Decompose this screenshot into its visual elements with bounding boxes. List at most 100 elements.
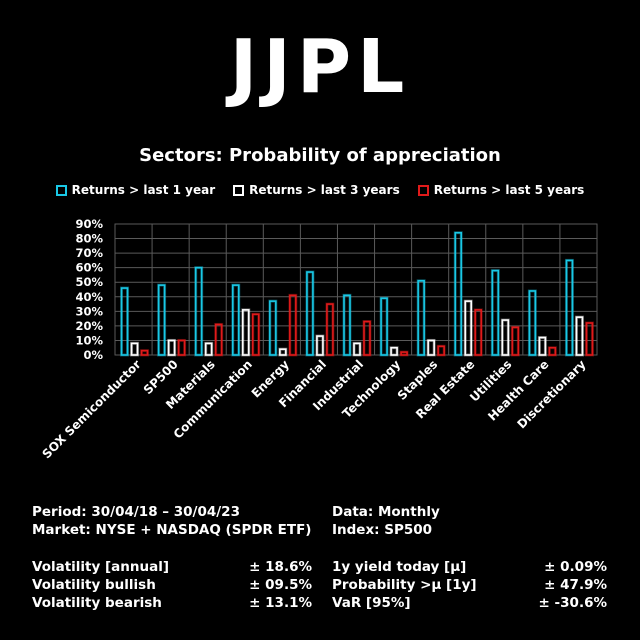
bar-5y-glow: [251, 312, 261, 357]
y-tick-label: 10%: [75, 333, 103, 347]
stat-row-left: Volatility [annual] ± 18.6%: [32, 559, 312, 575]
bar-5y: [289, 294, 297, 356]
y-tick-label: 30%: [75, 304, 103, 318]
bar-3y-glow: [500, 318, 510, 357]
stat-value: ± 47.9%: [544, 577, 607, 593]
bar-1y-glow: [342, 293, 352, 357]
legend-item-5y: Returns > last 5 years: [417, 182, 585, 198]
stat-label: Volatility bullish: [32, 577, 156, 593]
bar-5y: [177, 339, 186, 356]
bar-3y: [427, 339, 435, 356]
x-tick-label: SOX Semiconductor: [40, 357, 144, 461]
legend-label-1y: Returns > last 1 year: [71, 183, 216, 197]
stat-row-right: VaR [95%] ± -30.6%: [332, 595, 607, 611]
bar-5y: [437, 345, 445, 356]
bar-1y: [491, 269, 500, 356]
bar-5y: [585, 322, 594, 356]
bar-5y: [363, 320, 371, 356]
stat-label: 1y yield today [μ]: [332, 559, 467, 575]
bar-1y-glow: [453, 231, 463, 357]
bar-chart: 0%10%20%30%40%50%60%70%80%90% SOX Semicon…: [40, 217, 598, 461]
bar-3y-glow: [574, 315, 584, 357]
y-tick-label: 70%: [75, 246, 103, 260]
bar-3y: [204, 342, 213, 356]
bar-3y-glow: [241, 308, 251, 357]
stat-value: ± 09.5%: [249, 577, 312, 593]
bar-1y-glow: [120, 286, 130, 357]
legend-item-1y: Returns > last 1 year: [55, 182, 216, 198]
bar-3y: [575, 316, 584, 356]
stat-label: Volatility [annual]: [32, 559, 170, 575]
bar-3y-glow: [130, 341, 140, 357]
stat-row-right: Probability >μ [1y] ± 47.9%: [332, 577, 607, 593]
bar-3y-glow: [463, 299, 473, 357]
bar-1y: [306, 271, 314, 356]
bar-3y: [130, 342, 139, 356]
bar-3y: [464, 300, 473, 356]
y-tick-label: 90%: [75, 217, 103, 231]
legend-swatch-5y: [417, 184, 429, 196]
legend-label-3y: Returns > last 3 years: [249, 183, 400, 197]
bar-5y-glow: [473, 308, 483, 357]
bar-1y-glow: [527, 289, 537, 357]
bar-5y-glow: [436, 344, 446, 357]
bar-1y: [157, 284, 166, 356]
bar-3y-glow: [426, 338, 436, 357]
stat-value: ± 13.1%: [249, 595, 312, 611]
bar-3y-glow: [352, 341, 362, 357]
bar-3y-glow: [167, 338, 177, 357]
stat-value: ± 18.6%: [249, 559, 312, 575]
legend-item-3y: Returns > last 3 years: [233, 182, 400, 198]
bar-5y-glow: [177, 338, 187, 357]
bar-3y: [501, 319, 510, 356]
legend-swatch-1y: [55, 184, 67, 196]
legend-swatch-3y: [233, 184, 245, 196]
bar-3y-glow: [389, 346, 399, 357]
bar-1y: [120, 287, 129, 356]
stat-label: Probability >μ [1y]: [332, 577, 477, 593]
index-text: Index: SP500: [332, 522, 433, 538]
bar-1y-glow: [268, 299, 278, 357]
bar-3y-glow: [278, 347, 288, 357]
bar-1y: [194, 266, 203, 356]
bar-1y-glow: [157, 283, 167, 357]
bar-1y: [454, 231, 463, 356]
bar-5y: [548, 346, 557, 356]
stat-row-left: Volatility bullish ± 09.5%: [32, 577, 312, 593]
y-tick-label: 60%: [75, 261, 103, 275]
bar-5y-glow: [288, 293, 298, 357]
bar-3y: [241, 309, 250, 356]
y-tick-label: 20%: [75, 319, 103, 333]
bar-5y: [251, 313, 260, 356]
bar-3y: [353, 342, 361, 356]
bar-5y: [326, 303, 334, 356]
bar-5y-glow: [214, 322, 224, 357]
bar-1y-glow: [379, 296, 389, 357]
bar-1y: [528, 290, 537, 356]
bar-3y: [538, 336, 547, 356]
bar-3y-glow: [315, 334, 325, 357]
bar-1y: [343, 294, 351, 356]
y-tick-label: 0%: [83, 348, 103, 362]
bar-5y-glow: [547, 346, 557, 357]
bar-1y: [565, 259, 574, 356]
bar-1y-glow: [490, 269, 500, 357]
stat-row-left: Volatility bearish ± 13.1%: [32, 595, 312, 611]
bar-5y: [140, 349, 149, 356]
bar-1y-glow: [231, 283, 241, 357]
plot-frame: [114, 223, 598, 356]
logo: JJPL: [229, 24, 411, 110]
legend-label-5y: Returns > last 5 years: [433, 183, 585, 197]
bar-1y-glow: [416, 279, 426, 357]
bar-5y: [511, 326, 520, 356]
chart-title: Sectors: Probability of appreciation: [139, 145, 501, 166]
stat-value: ± -30.6%: [538, 595, 607, 611]
bar-5y: [474, 309, 483, 356]
y-tick-label: 80%: [75, 232, 103, 246]
stat-row-right: 1y yield today [μ] ± 0.09%: [332, 559, 607, 575]
bar-1y: [231, 284, 240, 356]
y-tick-label: 50%: [75, 275, 103, 289]
bar-5y-glow: [584, 321, 594, 357]
bar-3y: [390, 346, 398, 356]
